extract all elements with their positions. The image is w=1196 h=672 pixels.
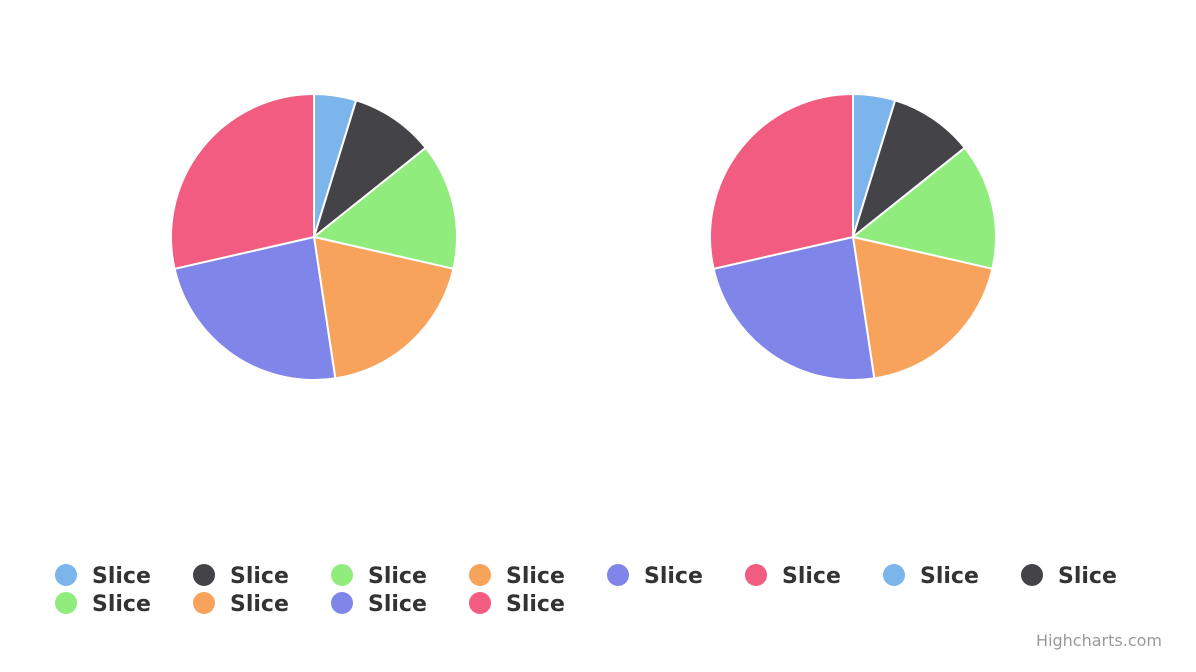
legend-marker-6	[883, 564, 905, 586]
legend-marker-2	[331, 564, 353, 586]
legend-label-10: Slice	[368, 592, 427, 617]
pie-chart-right	[709, 93, 997, 381]
pie-1-slice-1[interactable]	[852, 99, 966, 238]
legend-marker-7	[1021, 564, 1043, 586]
legend-label-8: Slice	[92, 592, 151, 617]
legend-label-11: Slice	[506, 592, 565, 617]
legend-item-9[interactable]: Slice	[193, 592, 289, 617]
legend-item-2[interactable]: Slice	[331, 564, 427, 589]
pie-0-slice-3[interactable]	[313, 236, 455, 380]
legend-item-4[interactable]: Slice	[607, 564, 703, 589]
pie-chart-left	[170, 93, 458, 381]
pie-0-slice-1[interactable]	[313, 99, 427, 238]
legend-label-5: Slice	[782, 564, 841, 589]
pie-1-slice-5[interactable]	[709, 93, 854, 270]
credits-link[interactable]: Highcharts.com	[1036, 631, 1162, 650]
pie-0-slice-4[interactable]	[173, 236, 337, 381]
legend-marker-8	[55, 592, 77, 614]
legend-label-9: Slice	[230, 592, 289, 617]
pie-0-slice-2[interactable]	[313, 146, 458, 270]
legend-item-3[interactable]: Slice	[469, 564, 565, 589]
pie-0-slice-5[interactable]	[170, 93, 315, 270]
legend-marker-1	[193, 564, 215, 586]
legend-item-6[interactable]: Slice	[883, 564, 979, 589]
legend-marker-11	[469, 592, 491, 614]
legend-label-0: Slice	[92, 564, 151, 589]
legend-item-0[interactable]: Slice	[55, 564, 151, 589]
legend-marker-3	[469, 564, 491, 586]
legend-marker-0	[55, 564, 77, 586]
legend-item-1[interactable]: Slice	[193, 564, 289, 589]
pie-1-slice-2[interactable]	[852, 146, 997, 270]
legend-label-2: Slice	[368, 564, 427, 589]
legend-label-4: Slice	[644, 564, 703, 589]
legend-label-3: Slice	[506, 564, 565, 589]
legend-item-5[interactable]: Slice	[745, 564, 841, 589]
pie-1-slice-3[interactable]	[852, 236, 994, 380]
legend-marker-9	[193, 592, 215, 614]
legend-item-8[interactable]: Slice	[55, 592, 151, 617]
legend-item-7[interactable]: Slice	[1021, 564, 1117, 589]
legend-item-10[interactable]: Slice	[331, 592, 427, 617]
legend-label-7: Slice	[1058, 564, 1117, 589]
legend-marker-4	[607, 564, 629, 586]
legend-marker-5	[745, 564, 767, 586]
legend-label-6: Slice	[920, 564, 979, 589]
legend-marker-10	[331, 592, 353, 614]
legend-label-1: Slice	[230, 564, 289, 589]
pie-1-slice-4[interactable]	[712, 236, 876, 381]
legend: Slice Slice Slice Slice Slice Slice Slice Slice…	[55, 564, 1117, 617]
legend-item-11[interactable]: Slice	[469, 592, 565, 617]
